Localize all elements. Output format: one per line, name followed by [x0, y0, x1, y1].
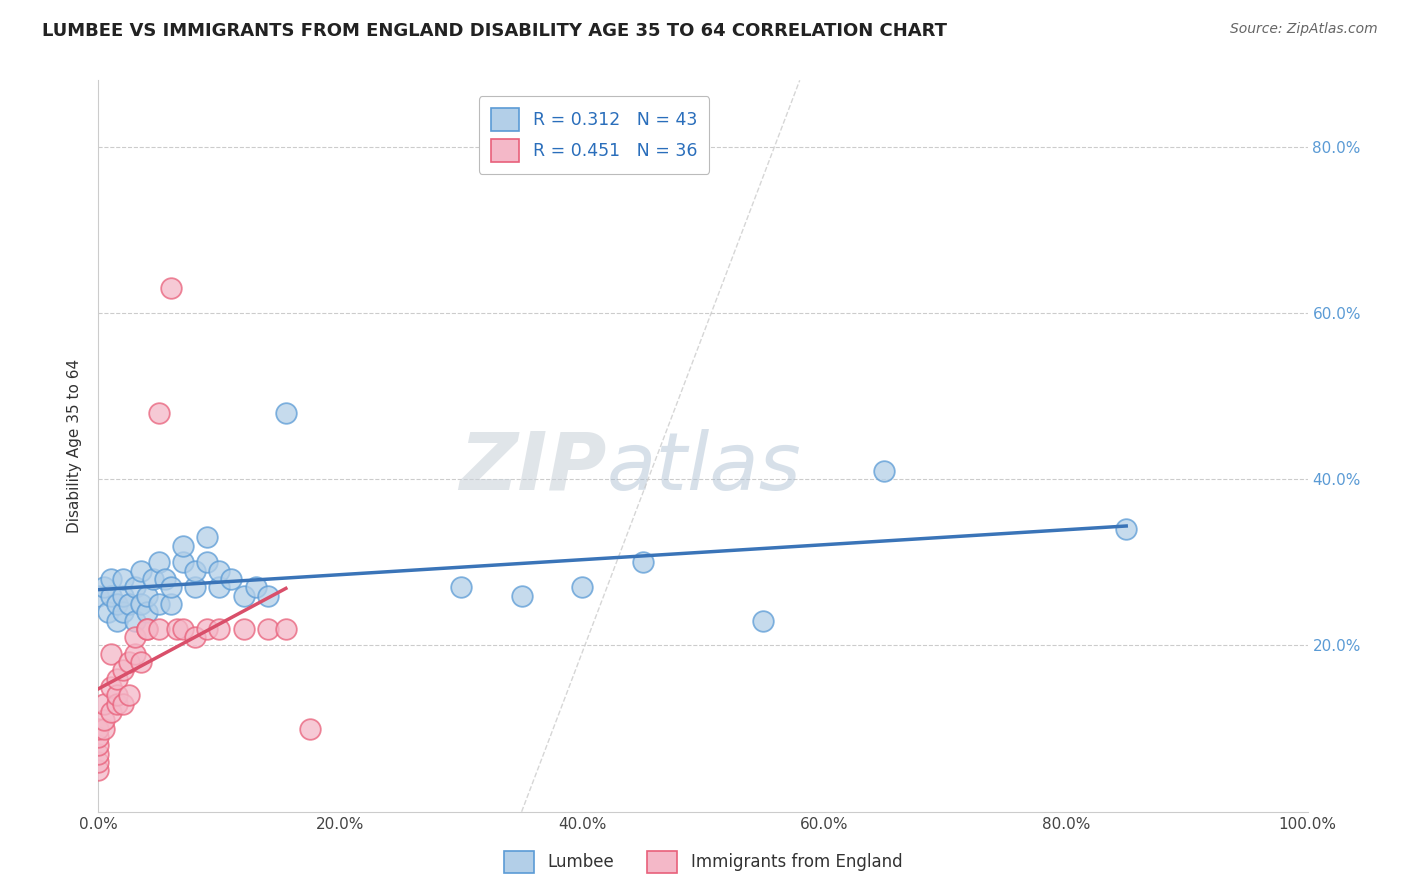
- Point: [105, 614, 128, 628]
- Point: [118, 689, 141, 703]
- Point: [232, 622, 254, 636]
- Point: [135, 622, 157, 636]
- Point: [111, 697, 134, 711]
- Point: [87, 763, 110, 777]
- Point: [873, 464, 896, 478]
- Point: [299, 722, 322, 736]
- Point: [571, 580, 593, 594]
- Point: [232, 589, 254, 603]
- Point: [87, 730, 110, 744]
- Point: [87, 747, 110, 761]
- Point: [105, 697, 128, 711]
- Point: [100, 705, 122, 719]
- Point: [256, 622, 278, 636]
- Point: [245, 580, 267, 594]
- Point: [129, 597, 152, 611]
- Point: [87, 722, 110, 736]
- Text: atlas: atlas: [606, 429, 801, 507]
- Legend: Lumbee, Immigrants from England: Lumbee, Immigrants from England: [498, 845, 908, 880]
- Point: [97, 605, 120, 619]
- Point: [118, 597, 141, 611]
- Point: [256, 589, 278, 603]
- Point: [93, 722, 115, 736]
- Legend: R = 0.312   N = 43, R = 0.451   N = 36: R = 0.312 N = 43, R = 0.451 N = 36: [479, 96, 710, 174]
- Point: [153, 572, 176, 586]
- Point: [1115, 522, 1137, 536]
- Point: [100, 572, 122, 586]
- Point: [148, 555, 170, 569]
- Point: [135, 589, 157, 603]
- Point: [87, 738, 110, 752]
- Point: [160, 580, 183, 594]
- Point: [166, 622, 188, 636]
- Point: [111, 572, 134, 586]
- Point: [135, 622, 157, 636]
- Point: [105, 689, 128, 703]
- Point: [208, 564, 231, 578]
- Point: [148, 597, 170, 611]
- Point: [184, 630, 207, 644]
- Point: [274, 622, 297, 636]
- Text: ZIP: ZIP: [458, 429, 606, 507]
- Point: [111, 605, 134, 619]
- Point: [87, 589, 110, 603]
- Point: [510, 589, 533, 603]
- Point: [195, 530, 218, 544]
- Point: [148, 406, 170, 420]
- Text: Source: ZipAtlas.com: Source: ZipAtlas.com: [1230, 22, 1378, 37]
- Point: [160, 281, 183, 295]
- Point: [208, 622, 231, 636]
- Point: [142, 572, 165, 586]
- Point: [105, 672, 128, 686]
- Point: [124, 580, 146, 594]
- Point: [195, 622, 218, 636]
- Point: [172, 539, 194, 553]
- Point: [221, 572, 243, 586]
- Point: [129, 655, 152, 669]
- Point: [148, 622, 170, 636]
- Y-axis label: Disability Age 35 to 64: Disability Age 35 to 64: [67, 359, 83, 533]
- Point: [129, 564, 152, 578]
- Point: [184, 580, 207, 594]
- Point: [124, 647, 146, 661]
- Point: [124, 630, 146, 644]
- Point: [160, 597, 183, 611]
- Point: [93, 714, 115, 728]
- Point: [118, 655, 141, 669]
- Point: [93, 697, 115, 711]
- Point: [87, 755, 110, 769]
- Point: [184, 564, 207, 578]
- Point: [274, 406, 297, 420]
- Text: LUMBEE VS IMMIGRANTS FROM ENGLAND DISABILITY AGE 35 TO 64 CORRELATION CHART: LUMBEE VS IMMIGRANTS FROM ENGLAND DISABI…: [42, 22, 948, 40]
- Point: [93, 580, 115, 594]
- Point: [111, 589, 134, 603]
- Point: [208, 580, 231, 594]
- Point: [100, 589, 122, 603]
- Point: [172, 555, 194, 569]
- Point: [100, 680, 122, 694]
- Point: [135, 605, 157, 619]
- Point: [100, 647, 122, 661]
- Point: [195, 555, 218, 569]
- Point: [172, 622, 194, 636]
- Point: [450, 580, 472, 594]
- Point: [752, 614, 775, 628]
- Point: [631, 555, 654, 569]
- Point: [124, 614, 146, 628]
- Point: [105, 597, 128, 611]
- Point: [111, 664, 134, 678]
